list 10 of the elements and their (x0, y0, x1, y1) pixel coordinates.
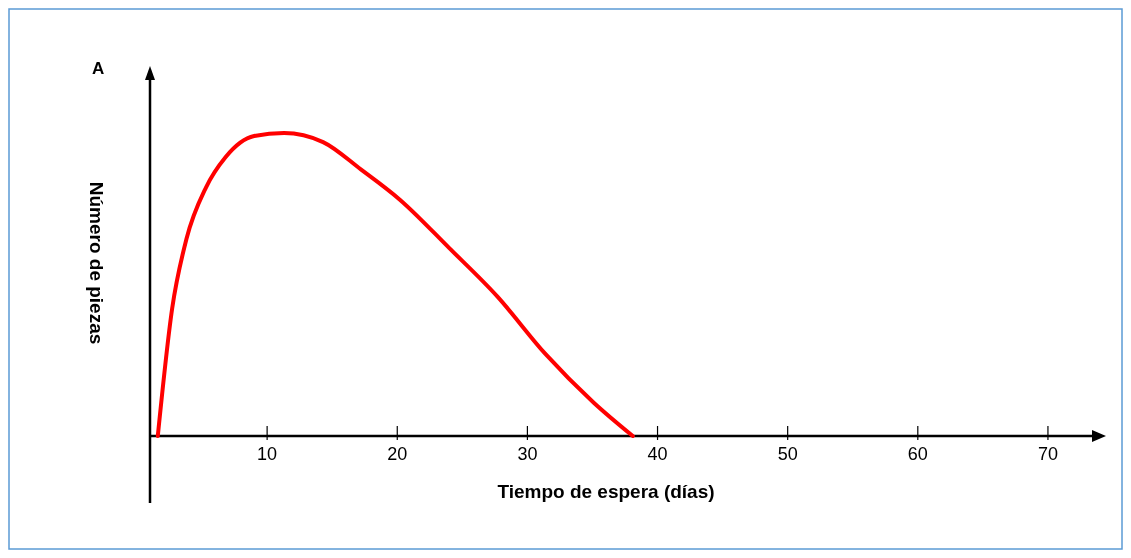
x-tick-label: 20 (387, 444, 408, 464)
x-tick-label: 70 (1037, 444, 1058, 464)
x-tick-label: 40 (647, 444, 668, 464)
y-axis-title: Número de piezas (86, 181, 107, 345)
x-axis-title: Tiempo de espera (días) (497, 481, 715, 502)
x-tick-label: 50 (777, 444, 798, 464)
x-tick-label: 30 (517, 444, 538, 464)
x-tick-label: 10 (257, 444, 278, 464)
x-tick-label: 60 (907, 444, 928, 464)
text: A (92, 59, 105, 78)
